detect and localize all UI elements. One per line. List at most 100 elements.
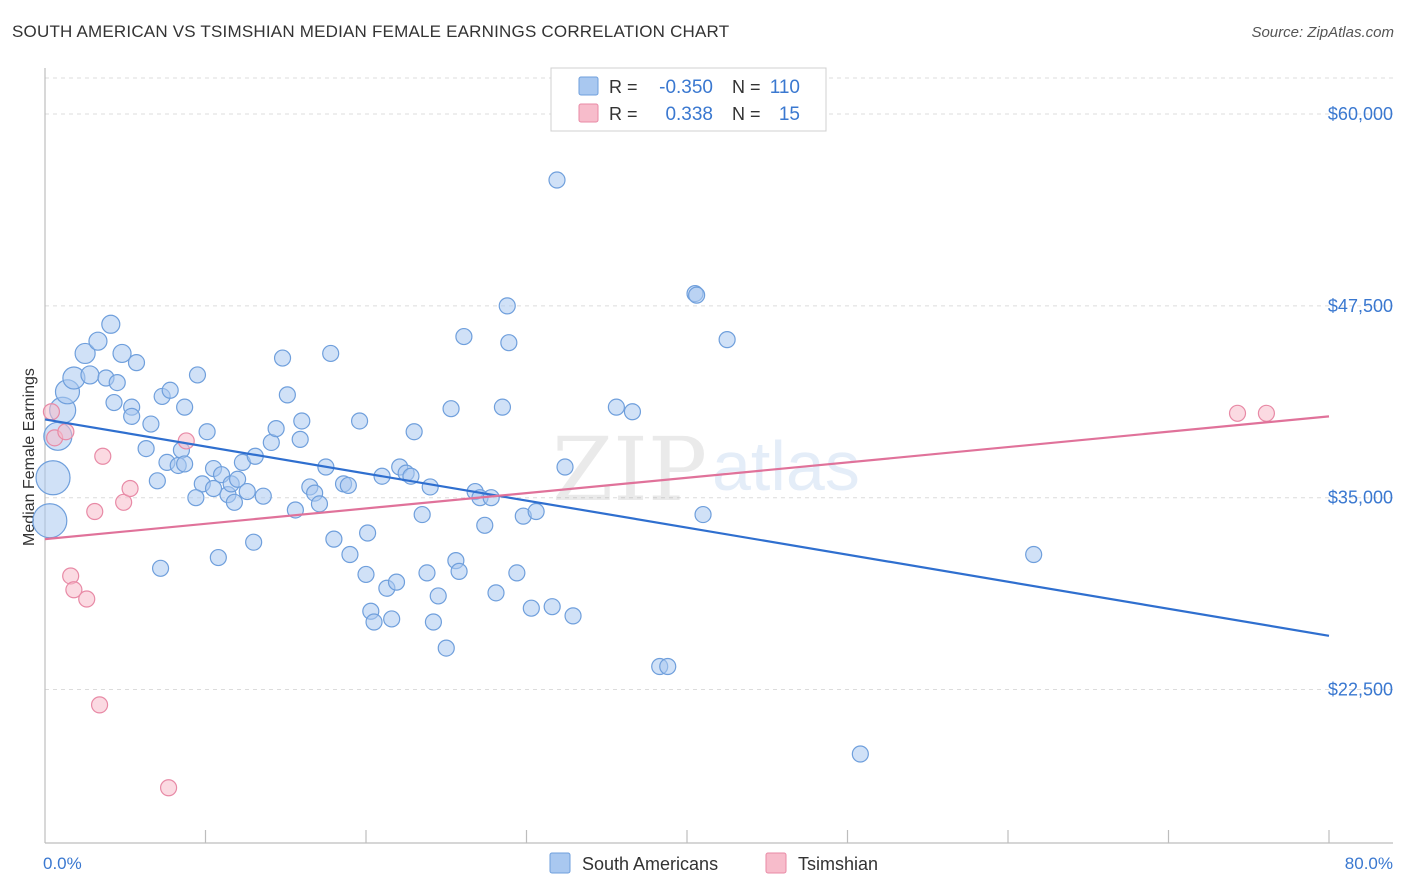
south-americans-point	[421, 478, 439, 496]
legend-n-label-blue: N =	[732, 77, 761, 97]
tsimshian-point	[121, 479, 139, 498]
south-americans-point	[127, 354, 146, 372]
tsimshian-point	[78, 590, 96, 608]
south-americans-point	[88, 331, 108, 351]
legend-south-americans-swatch	[549, 852, 571, 874]
south-americans-point	[498, 297, 516, 315]
south-americans-point	[123, 407, 141, 425]
south-americans-point	[267, 420, 285, 438]
south-americans-point	[543, 598, 561, 616]
tsimshian-point	[90, 696, 109, 714]
legend-tsimshian-label: Tsimshian	[798, 854, 878, 874]
south-americans-point	[694, 505, 712, 524]
legend-series: South Americans Tsimshian	[549, 852, 878, 874]
legend-stats: R = -0.350 N = 110 R = 0.338 N = 15	[550, 67, 827, 132]
south-americans-point	[238, 482, 256, 501]
tsimshian-point	[57, 423, 75, 441]
south-americans-point	[188, 366, 207, 384]
south-americans-point	[350, 412, 369, 430]
legend-south-americans-label: South Americans	[582, 854, 718, 874]
south-americans-point	[176, 455, 194, 473]
south-americans-point	[142, 415, 160, 433]
south-americans-point	[198, 423, 216, 441]
south-americans-point	[387, 573, 406, 591]
series-south-americans	[32, 171, 1043, 763]
tsimshian-point	[1257, 404, 1276, 422]
y-tick-label: $22,500	[1328, 680, 1393, 700]
series-tsimshian	[42, 403, 1276, 797]
x-tick-label-min: 0.0%	[43, 854, 82, 873]
legend-stats-pink-swatch	[578, 103, 599, 123]
chart-title: SOUTH AMERICAN VS TSIMSHIAN MEDIAN FEMAL…	[12, 22, 730, 41]
legend-r-value-pink: 0.338	[665, 104, 713, 125]
south-americans-point	[718, 331, 736, 349]
legend-r-label-blue: R =	[609, 77, 638, 97]
south-americans-point	[108, 374, 126, 392]
south-americans-point	[278, 386, 296, 404]
watermark-zip: ZIP	[552, 418, 707, 521]
south-americans-point	[187, 489, 205, 507]
south-americans-point	[556, 458, 574, 476]
watermark: ZIP atlas	[552, 418, 860, 521]
legend-n-value-pink: 15	[779, 104, 800, 125]
south-americans-point	[493, 398, 512, 416]
south-americans-point	[405, 423, 423, 441]
south-americans-point	[229, 470, 247, 488]
tsimshian-trendline	[44, 415, 1330, 541]
legend-r-value-blue: -0.350	[659, 77, 713, 98]
south-americans-point	[357, 565, 375, 584]
south-americans-point	[429, 587, 447, 605]
south-americans-point	[341, 545, 359, 564]
south-americans-point	[548, 171, 566, 189]
tsimshian-point	[65, 581, 83, 599]
south-americans-trendline	[44, 418, 1330, 637]
south-americans-point	[424, 613, 443, 631]
south-americans-point	[245, 533, 263, 551]
tsimshian-point	[1228, 404, 1247, 422]
south-americans-point	[476, 516, 494, 534]
south-americans-point	[659, 657, 677, 676]
south-americans-point	[291, 430, 309, 448]
south-americans-point	[204, 479, 223, 498]
tsimshian-point	[115, 493, 133, 511]
x-ticks	[204, 830, 1330, 843]
tsimshian-point	[177, 432, 195, 450]
south-americans-point	[564, 607, 582, 625]
south-americans-point	[500, 334, 518, 352]
south-americans-point	[137, 439, 155, 458]
south-americans-point	[607, 398, 625, 416]
y-tick-label: $47,500	[1328, 296, 1393, 316]
legend-n-label-pink: N =	[732, 104, 761, 124]
south-americans-point	[1025, 545, 1043, 564]
legend-r-label-pink: R =	[609, 104, 638, 124]
y-tick-label: $60,000	[1328, 104, 1393, 124]
south-americans-point	[413, 505, 431, 524]
south-americans-point	[527, 502, 545, 521]
y-tick-label: $35,000	[1328, 488, 1393, 508]
south-americans-point	[455, 327, 473, 346]
south-americans-point	[623, 403, 642, 421]
south-americans-point	[522, 599, 540, 617]
south-americans-point	[151, 559, 170, 577]
south-americans-point	[74, 342, 96, 365]
south-americans-point	[325, 530, 343, 548]
south-americans-point	[383, 610, 401, 628]
south-americans-point	[359, 524, 377, 542]
watermark-atlas: atlas	[712, 427, 860, 505]
south-americans-point	[32, 503, 68, 539]
tsimshian-point	[86, 502, 104, 521]
south-americans-point	[310, 495, 329, 513]
south-americans-point	[148, 472, 166, 490]
south-americans-point	[487, 584, 505, 602]
south-americans-point	[254, 487, 272, 505]
legend-tsimshian-swatch	[765, 852, 787, 874]
y-tick-labels: $22,500 $35,000 $47,500 $60,000	[1328, 104, 1393, 699]
south-americans-point	[176, 398, 194, 416]
south-americans-point	[450, 562, 468, 580]
trendlines	[44, 415, 1330, 637]
south-americans-point	[322, 344, 340, 363]
south-americans-point	[442, 400, 460, 418]
south-americans-point	[339, 476, 357, 495]
y-axis-title: Median Female Earnings	[21, 368, 38, 546]
